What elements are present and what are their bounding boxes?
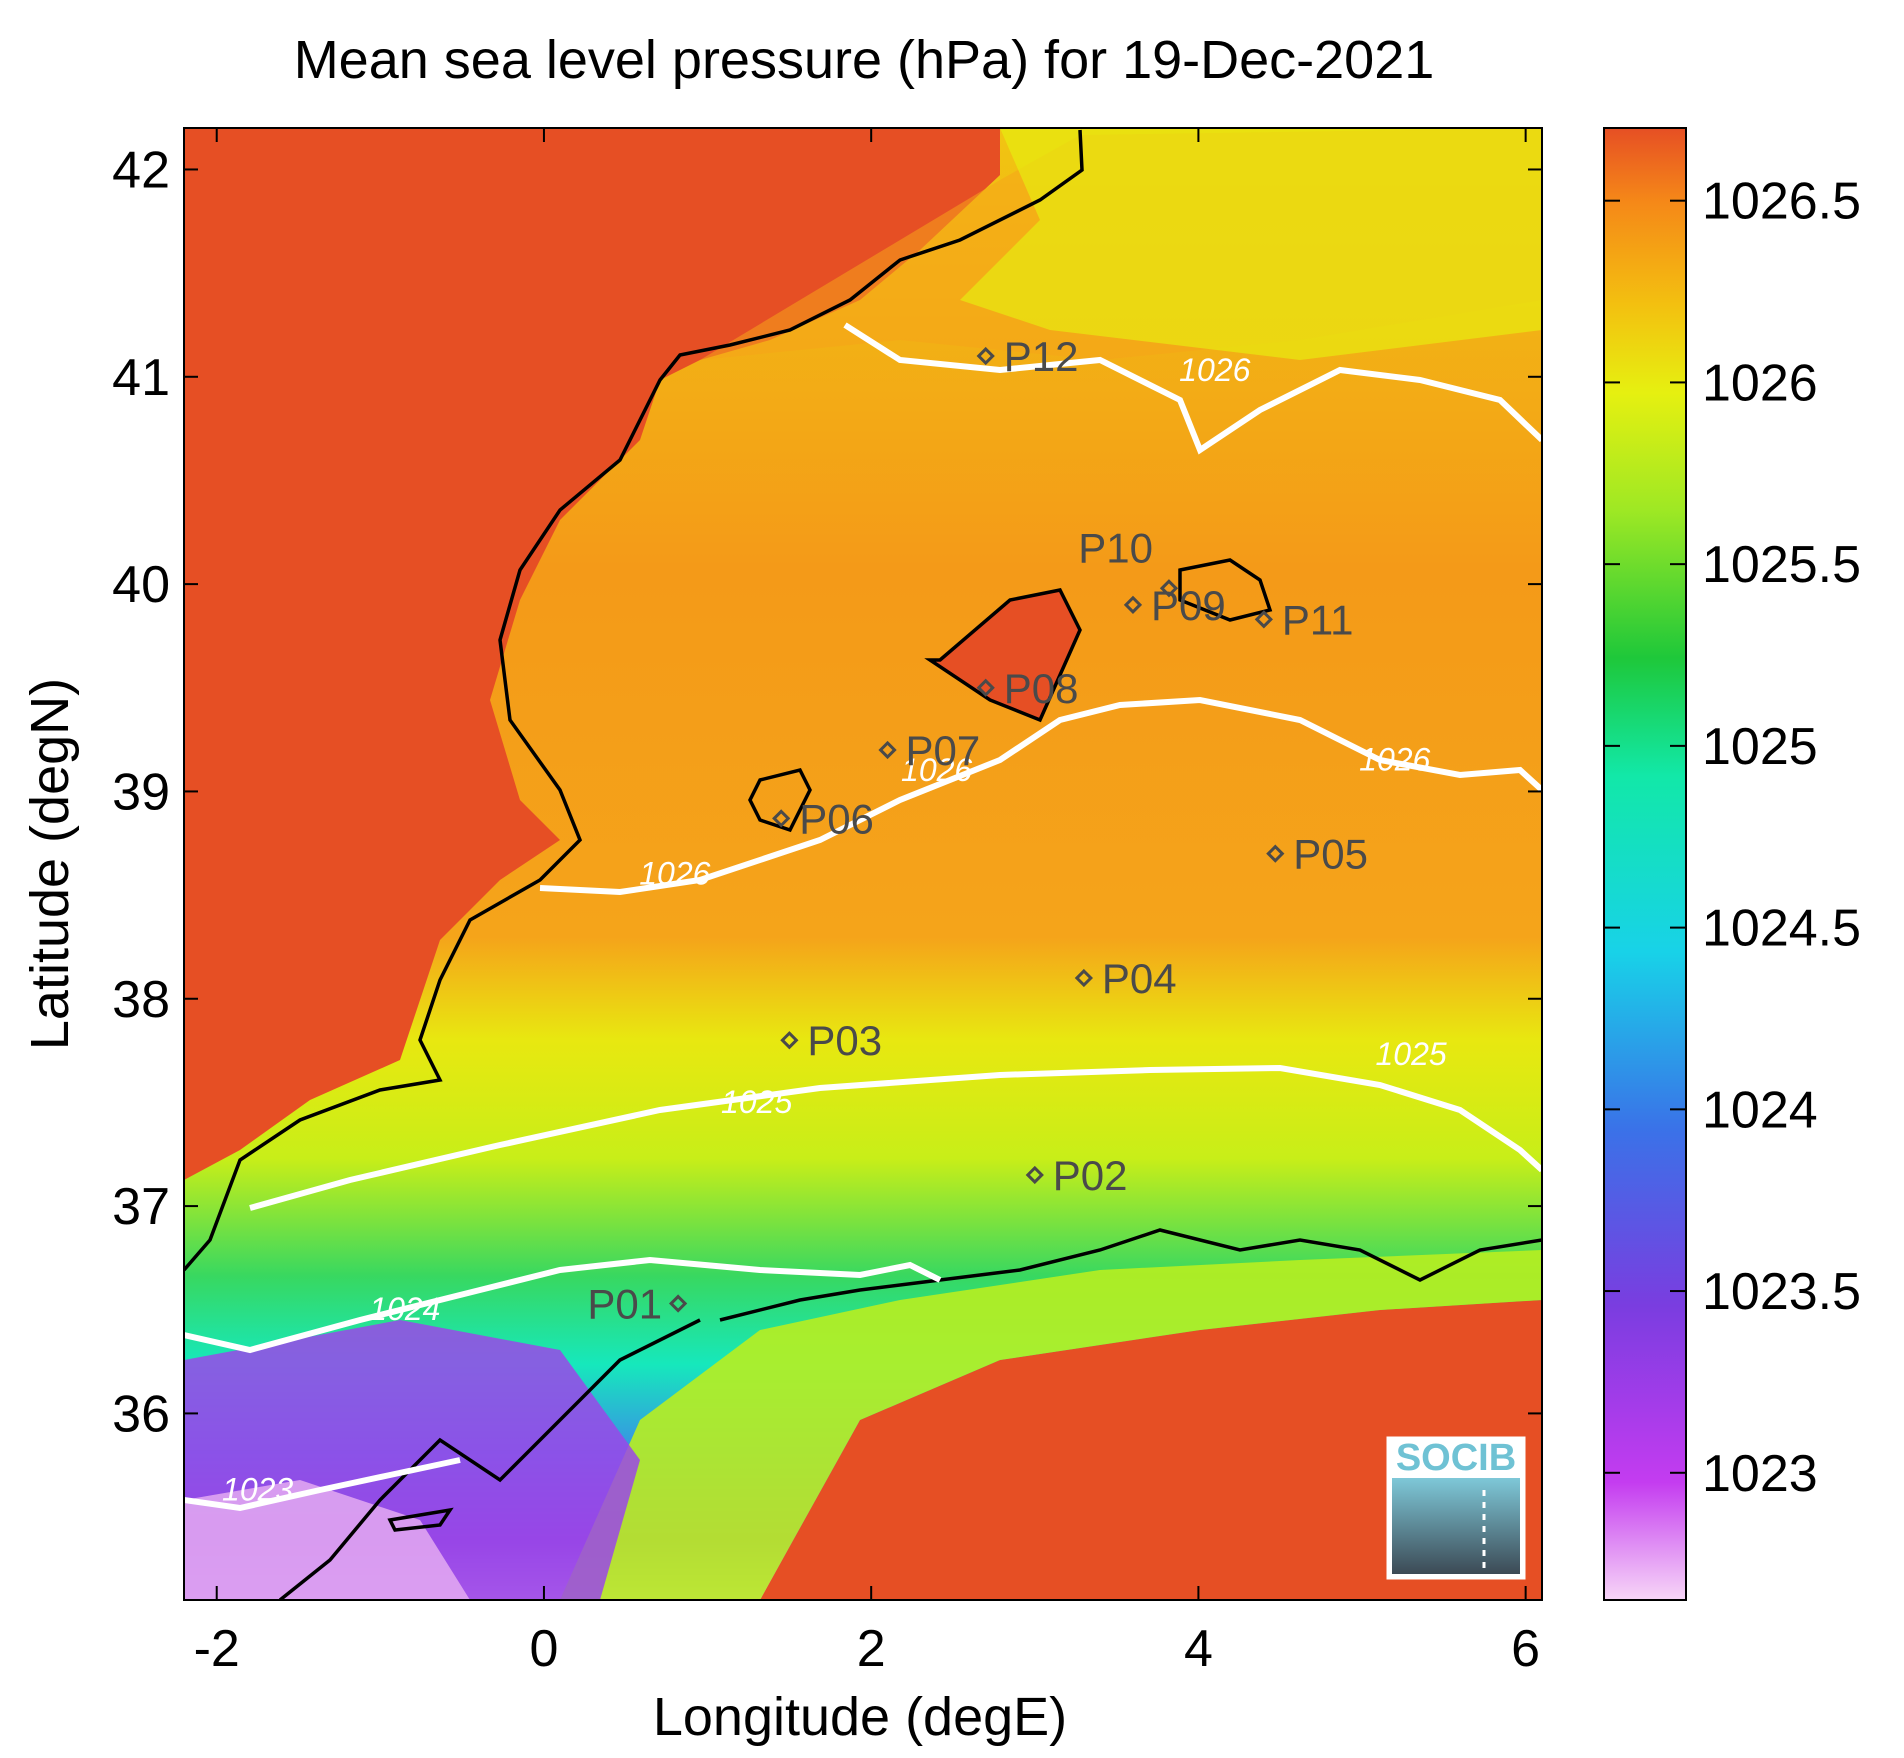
contour-label: 1026 <box>1179 352 1250 388</box>
station-label: P07 <box>906 727 981 774</box>
contour-label: 1026 <box>1359 742 1430 778</box>
station-marker-p05[interactable]: P05 <box>1266 831 1368 878</box>
colorbar-tick-label: 1024 <box>1702 1081 1818 1139</box>
contour-label: 1025 <box>1376 1036 1447 1072</box>
diamond-icon <box>1254 610 1273 629</box>
station-label: P10 <box>1078 524 1153 571</box>
colorbar-tick-label: 1026.5 <box>1702 173 1861 231</box>
chart-title: Mean sea level pressure (hPa) for 19-Dec… <box>294 30 1435 90</box>
station-marker-p04[interactable]: P04 <box>1074 955 1177 1002</box>
contour-label: 1026 <box>901 752 972 788</box>
y-axis-ticks: 42 41 40 39 38 37 36 <box>112 141 1542 1443</box>
diamond-icon <box>772 809 791 828</box>
y-axis-title: Latitude (degN) <box>20 678 80 1050</box>
y-tick-label: 38 <box>112 971 170 1029</box>
station-label: P01 <box>587 1281 662 1328</box>
station-marker-p03[interactable]: P03 <box>780 1017 882 1064</box>
diamond-icon <box>1123 595 1143 614</box>
contour-labels: 1026 1026 1026 1026 1025 1025 1024 1023 <box>222 352 1447 1508</box>
contour-label: 1026 <box>639 856 710 892</box>
station-marker-p06[interactable]: P06 <box>772 795 874 842</box>
contour-lines <box>184 322 1542 1512</box>
diamond-icon <box>976 678 995 697</box>
station-marker-p11[interactable]: P11 <box>1254 596 1354 643</box>
colorbar-ticks: 1026.5 1026 1025.5 1025 1024.5 1024 1023.5 1023 <box>1604 173 1861 1503</box>
station-label: P08 <box>1004 665 1079 712</box>
y-tick-label: 36 <box>112 1385 170 1443</box>
x-tick-label: 4 <box>1184 1620 1213 1678</box>
y-tick-label: 37 <box>112 1178 170 1236</box>
plot-frame <box>183 127 1543 1601</box>
station-marker-p08[interactable]: P08 <box>976 665 1079 712</box>
station-marker-p02[interactable]: P02 <box>1025 1152 1128 1199</box>
x-axis-title: Longitude (degE) <box>653 1687 1067 1747</box>
x-tick-label: -2 <box>194 1620 240 1678</box>
colorbar-tick-label: 1023.5 <box>1702 1263 1861 1321</box>
diamond-icon <box>976 346 995 366</box>
x-axis-ticks: -2 0 2 4 6 <box>194 128 1540 1678</box>
station-marker-p10[interactable]: P10 <box>1078 524 1179 598</box>
diamond-icon <box>1266 844 1285 863</box>
map-area <box>184 128 1542 1600</box>
y-tick-label: 41 <box>112 349 170 407</box>
station-marker-p07[interactable]: P07 <box>878 727 981 774</box>
station-label: P02 <box>1053 1152 1128 1199</box>
diamond-icon <box>780 1031 799 1050</box>
colorbar-gradient <box>1603 127 1687 1601</box>
logo-text: SOCIB <box>1396 1437 1516 1479</box>
colorbar: 1026.5 1026 1025.5 1025 1024.5 1024 1023.5 1023 <box>1603 127 1861 1601</box>
colorbar-tick-label: 1025.5 <box>1702 536 1861 594</box>
diamond-icon <box>668 1294 688 1313</box>
africa-land <box>760 1300 1542 1600</box>
socib-logo: SOCIB <box>1386 1436 1526 1580</box>
contour-label: 1025 <box>721 1084 792 1120</box>
y-tick-label: 39 <box>112 763 170 821</box>
station-label: P06 <box>799 795 874 842</box>
y-tick-label: 40 <box>112 556 170 614</box>
station-label: P12 <box>1004 333 1079 380</box>
station-marker-p01[interactable]: P01 <box>587 1281 688 1328</box>
diamond-icon <box>1025 1165 1044 1185</box>
station-label: P03 <box>807 1017 882 1064</box>
x-tick-label: 0 <box>529 1620 558 1678</box>
station-label: P11 <box>1282 596 1354 643</box>
station-label: P05 <box>1293 831 1368 878</box>
diamond-icon <box>1074 968 1094 988</box>
coastlines <box>184 129 1542 1600</box>
x-tick-label: 2 <box>857 1620 886 1678</box>
contour-label: 1024 <box>369 1291 440 1327</box>
diamond-icon <box>1159 579 1179 598</box>
colorbar-tick-label: 1023 <box>1702 1445 1818 1503</box>
station-label: P04 <box>1102 955 1177 1002</box>
diamond-icon <box>878 740 897 760</box>
colorbar-tick-label: 1024.5 <box>1702 900 1861 958</box>
x-tick-label: 6 <box>1511 1620 1540 1678</box>
contour-label: 1023 <box>222 1471 293 1507</box>
y-tick-label: 42 <box>112 141 170 199</box>
colorbar-tick-label: 1025 <box>1702 718 1818 776</box>
colorbar-tick-label: 1026 <box>1702 354 1818 412</box>
iberia-land <box>184 128 1000 1180</box>
station-marker-p12[interactable]: P12 <box>976 333 1079 380</box>
